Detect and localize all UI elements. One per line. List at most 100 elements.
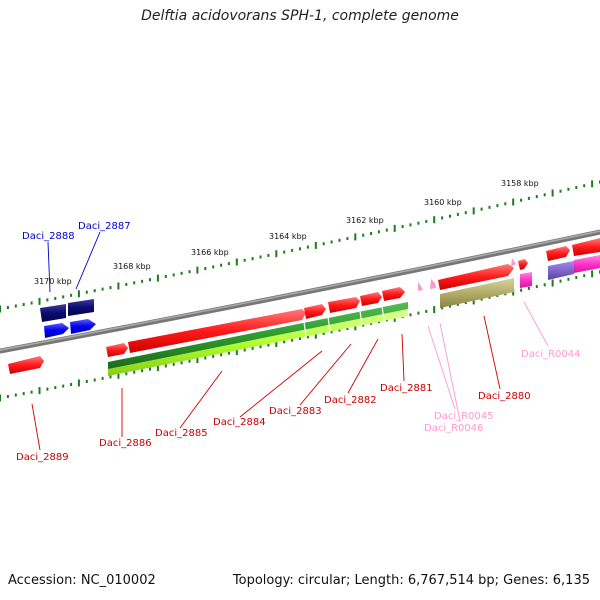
scale-tick-major	[275, 250, 278, 258]
scale-tick-minor	[85, 290, 88, 294]
gene-right-red-1[interactable]	[546, 246, 570, 261]
scale-tick-minor	[227, 351, 230, 355]
scale-tick-minor	[338, 238, 341, 242]
gene-label-daci-r0045[interactable]: Daci_R0045	[434, 411, 494, 422]
scale-tick-minor	[299, 337, 301, 340]
scale-tick-minor	[46, 298, 49, 302]
gene-label-daci-2887[interactable]: Daci_2887	[78, 221, 131, 232]
gene-label-daci-r0046[interactable]: Daci_R0046	[424, 423, 484, 434]
scale-tick-major	[314, 331, 317, 339]
scale-tick-minor	[322, 332, 325, 335]
gene-label-daci-2886[interactable]: Daci_2886	[99, 438, 152, 449]
scale-tick-minor	[141, 369, 144, 373]
gene-daci-r0045[interactable]	[418, 282, 423, 291]
gene-daci-2888-dark[interactable]	[40, 304, 66, 322]
scale-tick-minor	[204, 356, 207, 360]
gene-label-daci-2885[interactable]: Daci_2885	[155, 428, 208, 439]
scale-tick-minor	[6, 395, 9, 398]
scale-tick-minor	[567, 187, 570, 191]
scale-tick-minor	[46, 387, 49, 391]
gene-label-daci-2889[interactable]: Daci_2889	[16, 452, 69, 463]
scale-tick-minor	[62, 295, 65, 299]
gene-daci-2885[interactable]	[128, 309, 306, 353]
gene-daci-r0044[interactable]	[520, 272, 532, 288]
scale-tick-minor	[417, 311, 420, 315]
scale-label: 3162 kbp	[346, 216, 384, 225]
gene-label-daci-2883[interactable]: Daci_2883	[269, 406, 322, 417]
scale-tick-minor	[370, 232, 373, 235]
scale-tick-minor	[330, 240, 333, 244]
gene-right-red-2[interactable]	[572, 238, 600, 256]
scale-tick-minor	[520, 288, 523, 292]
scale-tick-minor	[283, 340, 286, 344]
scale-tick-minor	[425, 219, 428, 223]
scale-tick-major	[117, 282, 120, 290]
scale-tick-major	[512, 198, 515, 206]
pink-band	[574, 255, 600, 273]
scale-tick-minor	[417, 221, 420, 225]
genome-summary-text: Topology: circular; Length: 6,767,514 bp…	[232, 573, 590, 588]
scale-tick-minor	[346, 327, 349, 330]
gene-daci-r0046[interactable]	[430, 279, 436, 289]
scale-tick-minor	[259, 255, 262, 259]
scale-tick-minor	[149, 278, 151, 282]
gene-daci-2887[interactable]	[70, 319, 96, 334]
scale-tick-minor	[456, 212, 459, 216]
scale-tick-minor	[480, 207, 483, 211]
scale-tick-major	[275, 340, 278, 347]
scale-tick-minor	[559, 279, 562, 283]
gene-label-daci-2881[interactable]: Daci_2881	[380, 383, 433, 394]
scale-tick-major	[0, 305, 1, 313]
gene-label-daci-r0044[interactable]: Daci_R0044	[521, 349, 581, 360]
scale-tick-minor	[93, 378, 96, 382]
gene-label-daci-2880[interactable]: Daci_2880	[478, 391, 531, 402]
scale-tick-minor	[133, 281, 136, 285]
scale-tick-minor	[172, 362, 175, 366]
gene-daci-2889[interactable]	[8, 356, 44, 374]
scale-tick-minor	[22, 303, 25, 306]
scale-tick-minor	[70, 383, 73, 386]
scale-tick-minor	[172, 273, 175, 277]
scale-tick-minor	[409, 313, 412, 317]
scale-tick-minor	[504, 202, 507, 206]
scale-tick-minor	[291, 338, 294, 342]
scale-tick-minor	[362, 233, 365, 237]
scale-tick-major	[314, 241, 317, 249]
scale-tick-minor	[583, 184, 586, 188]
gene-daci-2884[interactable]	[304, 304, 326, 319]
scale-tick-major	[551, 189, 554, 197]
gene-label-daci-2882[interactable]: Daci_2882	[324, 395, 377, 406]
scale-tick-minor	[93, 289, 96, 293]
gene-label-daci-2884[interactable]: Daci_2884	[213, 417, 266, 428]
scale-tick-minor	[188, 270, 191, 274]
scale-label: 3158 kbp	[501, 179, 539, 188]
reverse-genes	[40, 299, 96, 338]
gene-small-red[interactable]	[518, 259, 528, 270]
gene-daci-2886[interactable]	[106, 343, 128, 357]
scale-tick-major	[77, 379, 80, 387]
gene-daci-2888[interactable]	[44, 323, 69, 338]
scale-tick-minor	[204, 267, 207, 270]
scale-tick-minor	[62, 384, 65, 388]
scale-tick-minor	[527, 196, 530, 200]
inner-scale-ticks	[0, 270, 600, 402]
scale-tick-major	[393, 224, 396, 232]
gene-daci-2883[interactable]	[328, 297, 360, 313]
scale-tick-minor	[243, 258, 246, 262]
gene-daci-2882[interactable]	[360, 292, 382, 306]
scale-tick-minor	[180, 361, 183, 365]
scale-tick-minor	[370, 321, 373, 325]
gene-label-daci-2888[interactable]: Daci_2888	[22, 231, 75, 242]
scale-tick-major	[472, 207, 475, 215]
scale-tick-minor	[220, 263, 223, 267]
scale-label: 3168 kbp	[113, 262, 151, 271]
gene-daci-2881[interactable]	[382, 287, 405, 301]
gene-daci-2887-dark[interactable]	[68, 299, 94, 316]
gene-daci-2880[interactable]	[438, 264, 514, 290]
scale-tick-minor	[527, 286, 530, 290]
gene-tiny-pink[interactable]	[511, 258, 516, 267]
scale-tick-major	[196, 266, 199, 274]
gene-labels: Daci_2888 Daci_2887 Daci_2889 Daci_2886 …	[16, 221, 581, 463]
scale-tick-minor	[338, 328, 341, 332]
